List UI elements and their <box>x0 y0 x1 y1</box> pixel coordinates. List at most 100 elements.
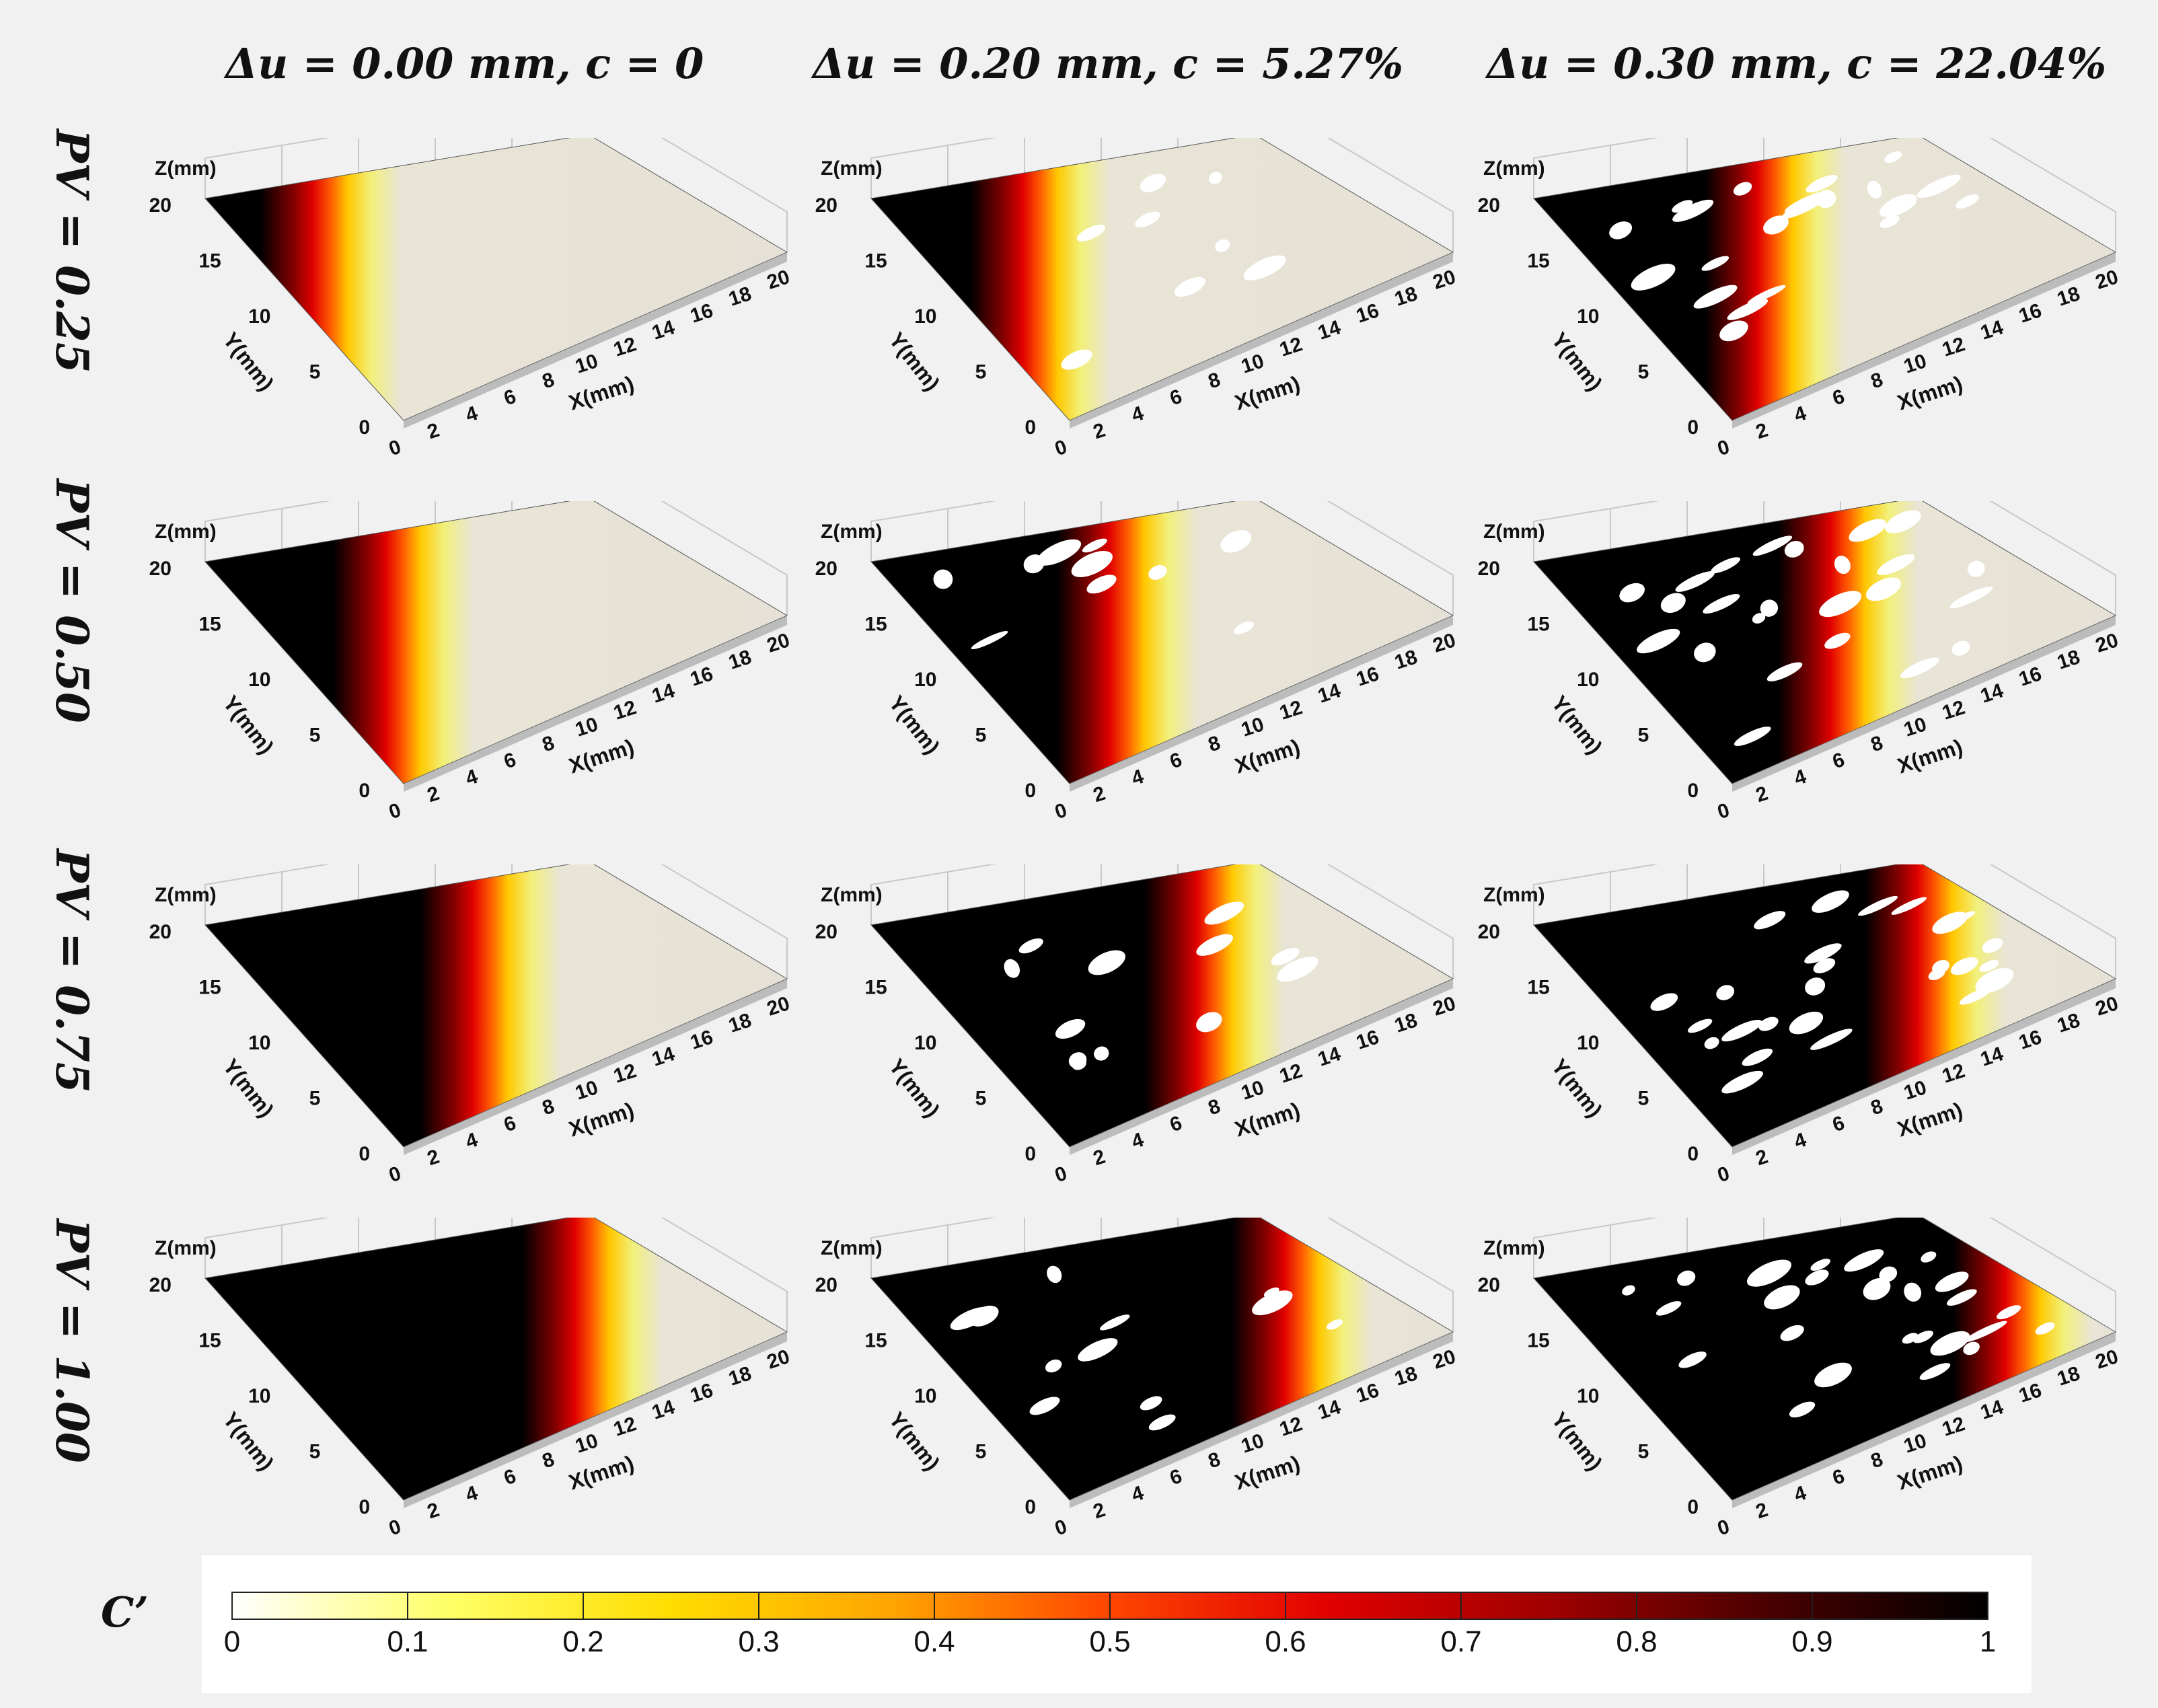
surface-panel: Z(mm) 0 5 10 15 20 Y(mm) 0 2 4 6 8 10 12 14 16 18 20 X(mm) <box>141 138 814 501</box>
y-tick-label: 5 <box>1638 1441 1649 1463</box>
fracture-surface <box>870 864 1454 1148</box>
colorbar-tick-label: 0.2 <box>562 1625 603 1658</box>
contact-hole <box>1672 200 1693 213</box>
x-tick-label: 12 <box>1939 1060 1968 1088</box>
surface-panel: Z(mm) 0 5 10 15 20 Y(mm) 0 2 4 6 8 10 12 14 16 18 20 X(mm) <box>141 1218 814 1581</box>
x-tick-label: 16 <box>687 663 716 691</box>
y-axis-label: Y(mm) <box>1547 1054 1607 1122</box>
x-tick-label: 6 <box>1830 385 1847 410</box>
x-tick-label: 8 <box>540 1448 557 1473</box>
contact-hole <box>1919 1363 1951 1380</box>
x-tick-label: 20 <box>764 629 792 657</box>
fracture-surface <box>204 1218 788 1501</box>
contact-hole <box>1148 565 1167 580</box>
x-tick-label: 0 <box>1052 799 1070 824</box>
x-tick-label: 12 <box>1939 333 1968 361</box>
contact-hole <box>1747 285 1786 304</box>
y-tick-label: 0 <box>1025 416 1036 439</box>
x-tick-label: 2 <box>1090 419 1108 444</box>
contact-hole <box>1884 151 1902 163</box>
x-tick-label: 14 <box>1315 1396 1343 1424</box>
contact-hole <box>1719 320 1748 342</box>
x-tick-label: 14 <box>649 316 677 344</box>
contact-hole <box>1834 556 1851 574</box>
contact-hole <box>1076 225 1106 242</box>
contact-hole <box>1891 897 1927 915</box>
x-tick-label: 4 <box>1129 1482 1146 1507</box>
y-tick-label: 15 <box>198 1330 221 1352</box>
colorbar: 0 0.1 0.2 0.3 0.4 0.5 0.6 0.7 0.8 0.9 1 <box>224 1592 1996 1658</box>
y-tick-label: 5 <box>309 1088 321 1110</box>
y-tick-label: 20 <box>815 558 838 580</box>
contact-hole <box>1752 535 1793 556</box>
y-tick-label: 15 <box>1527 1330 1549 1352</box>
contact-hole <box>1071 551 1113 577</box>
x-tick-label: 4 <box>463 1129 480 1154</box>
x-tick-label: 12 <box>1277 696 1305 725</box>
x-tick-label: 20 <box>1430 992 1458 1020</box>
contact-hole <box>1805 977 1826 996</box>
contact-hole <box>1609 221 1633 239</box>
contact-hole <box>1721 1019 1762 1042</box>
row-label-3: PV = 1.00 <box>46 1219 98 1463</box>
y-axis-label: Y(mm) <box>884 1054 944 1122</box>
x-tick-label: 12 <box>611 1060 639 1088</box>
contact-hole <box>1877 554 1915 575</box>
contact-hole <box>1760 599 1779 617</box>
contact-hole <box>1893 198 1917 213</box>
contact-hole <box>1004 959 1020 978</box>
row-label-0: PV = 0.25 <box>46 129 98 373</box>
contact-hole <box>1904 1282 1922 1302</box>
x-tick-label: 8 <box>1205 1448 1223 1473</box>
fracture-surface <box>204 864 788 1148</box>
x-tick-label: 14 <box>1978 1043 2006 1071</box>
x-tick-label: 12 <box>1939 1413 1968 1441</box>
contact-hole <box>1949 586 1993 609</box>
x-tick-label: 2 <box>424 1146 442 1171</box>
colorbar-tick-label: 0.5 <box>1089 1625 1130 1658</box>
y-tick-label: 10 <box>914 305 936 328</box>
x-tick-label: 18 <box>1392 283 1420 311</box>
x-tick-label: 16 <box>2016 1379 2044 1407</box>
surface-panel: Z(mm) 0 5 10 15 20 Y(mm) 0 2 4 6 8 10 12 14 16 18 20 X(mm) <box>141 864 814 1228</box>
contact-hole <box>1263 1287 1279 1298</box>
colorbar-tick-label: 0.4 <box>914 1625 955 1658</box>
z-axis-label: Z(mm) <box>1483 1237 1545 1259</box>
column-header-1: Δu = 0.20 mm, c = 5.27% <box>813 39 1404 88</box>
x-tick-label: 20 <box>764 266 792 294</box>
contact-hole <box>1963 1341 1980 1356</box>
x-tick-label: 6 <box>501 749 519 774</box>
x-tick-label: 20 <box>1430 629 1458 657</box>
x-tick-label: 4 <box>1129 402 1146 427</box>
contact-hole <box>1951 640 1970 656</box>
contact-hole <box>1204 901 1244 925</box>
fracture-surface <box>870 501 1454 784</box>
y-tick-label: 10 <box>914 1385 936 1407</box>
x-axis-label: X(mm) <box>566 735 637 778</box>
x-tick-label: 0 <box>1715 436 1732 461</box>
contact-hole <box>1655 1301 1682 1316</box>
y-tick-label: 20 <box>149 558 172 580</box>
y-tick-label: 0 <box>1025 1143 1036 1165</box>
surface-panel: Z(mm) 0 5 10 15 20 Y(mm) 0 2 4 6 8 10 12 14 16 18 20 X(mm) <box>807 138 1480 501</box>
x-tick-label: 4 <box>463 766 480 790</box>
y-tick-label: 15 <box>198 977 221 999</box>
contact-hole <box>1094 1046 1109 1061</box>
contact-hole <box>1810 1259 1830 1271</box>
y-tick-label: 5 <box>975 361 987 383</box>
contact-hole <box>1810 1029 1853 1050</box>
x-tick-label: 8 <box>540 732 557 757</box>
contact-hole <box>1252 1290 1293 1316</box>
contact-hole <box>1758 1016 1779 1031</box>
x-tick-label: 6 <box>501 1465 519 1490</box>
x-tick-label: 14 <box>649 1396 677 1424</box>
colorbar-tick-label: 0.1 <box>387 1625 428 1658</box>
contact-hole <box>950 1306 990 1331</box>
z-axis-label: Z(mm) <box>155 1237 217 1259</box>
x-tick-label: 2 <box>424 1499 442 1524</box>
contact-hole <box>1703 593 1740 614</box>
x-tick-label: 18 <box>1392 1009 1420 1037</box>
fracture-surface <box>204 138 788 421</box>
